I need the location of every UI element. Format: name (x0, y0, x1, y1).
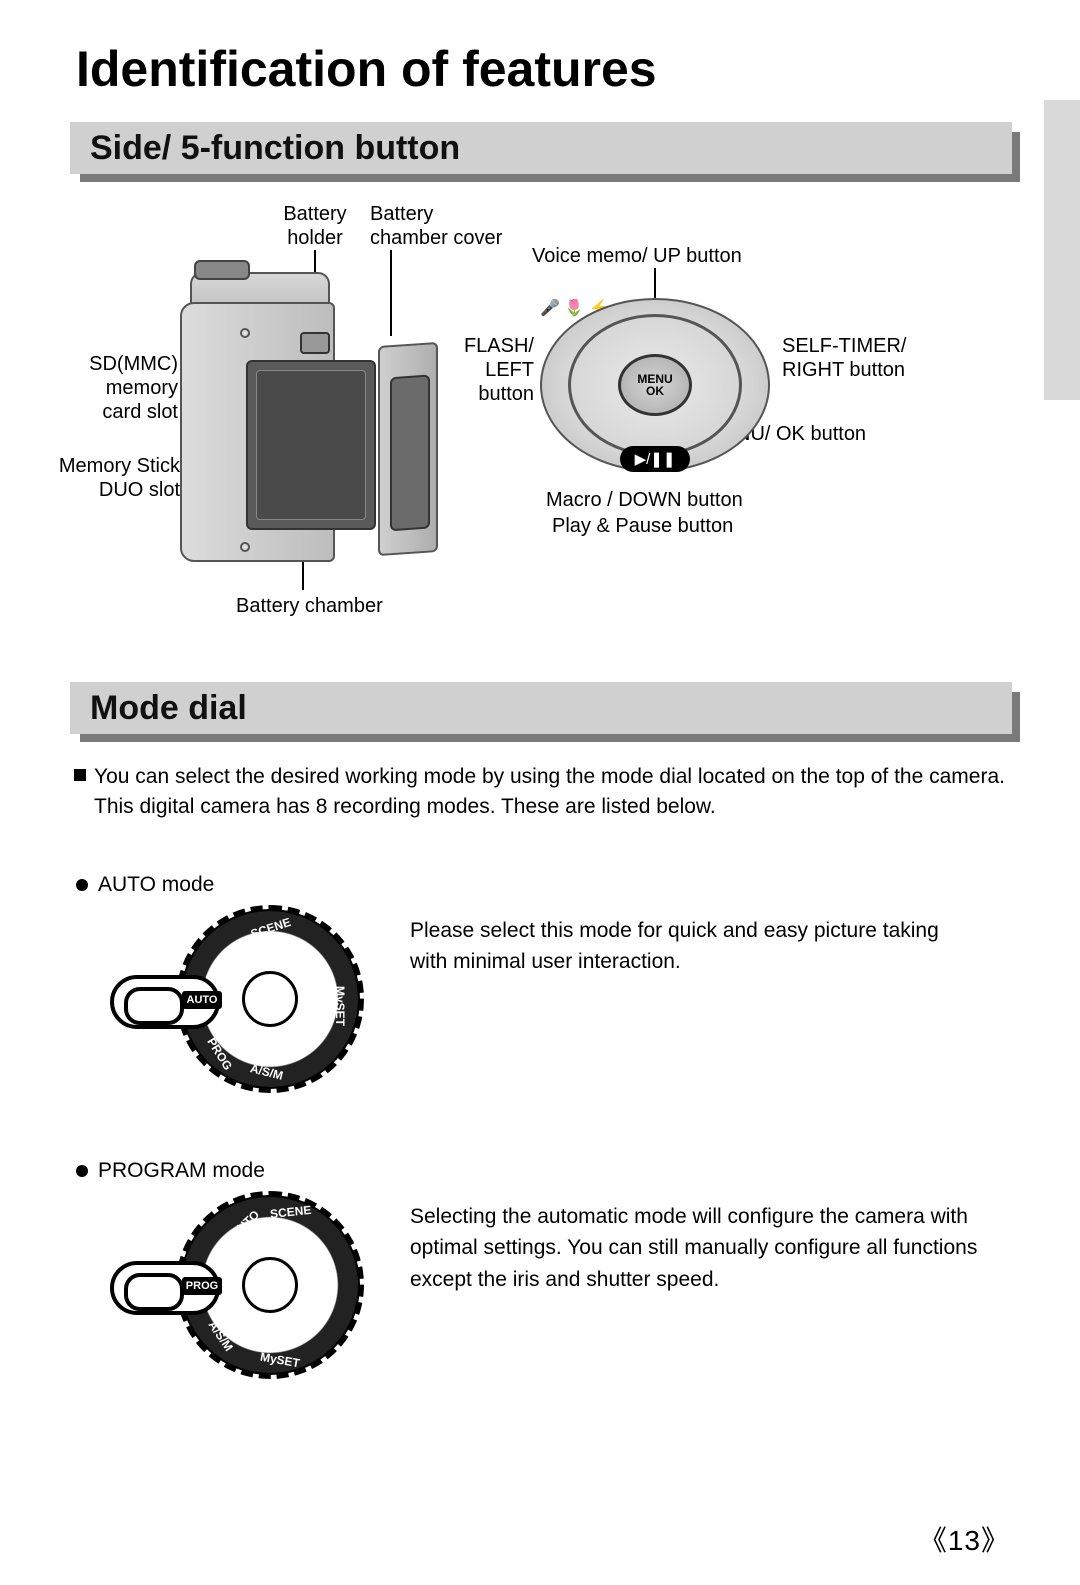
dial-pointer-label: AUTO (182, 991, 222, 1009)
label-voice-memo-up: Voice memo/ UP button (532, 244, 742, 268)
dial-text: MySET (333, 986, 347, 1026)
menu-ok-button-graphic: MENU OK (618, 354, 692, 416)
round-bullet-icon (76, 1165, 88, 1177)
label-macro-down: Macro / DOWN button (546, 488, 743, 512)
mode-dial-intro: You can select the desired working mode … (74, 762, 1016, 823)
diagram-side-and-pad: Battery holder Battery chamber cover SD(… (70, 202, 1020, 682)
section-title: Side/ 5-function button (90, 129, 460, 168)
dial-pointer-label: PROG (182, 1277, 222, 1295)
mode-auto-block: AUTO mode AUTO SCENE MySET A/S/M PROG Pl… (70, 873, 1020, 1099)
manual-page: Identification of features Side/ 5-funct… (0, 0, 1080, 1585)
right-side-tab (1044, 100, 1080, 400)
label-self-timer-right: SELF-TIMER/ RIGHT button (782, 334, 952, 382)
play-pause-icon: ▶/❚❚ (620, 446, 690, 472)
square-bullet-icon (74, 769, 86, 781)
label-flash-left: FLASH/ LEFT button (452, 334, 534, 406)
label-battery-chamber-cover: Battery chamber cover (370, 202, 540, 250)
camera-side-illustration (180, 272, 430, 582)
round-bullet-icon (76, 879, 88, 891)
mode-description: Selecting the automatic mode will config… (410, 1195, 980, 1296)
page-number: 《13》 (919, 1519, 1010, 1559)
intro-text: You can select the desired working mode … (94, 762, 1016, 823)
pad-center-line2: OK (646, 385, 664, 397)
page-title: Identification of features (76, 40, 1020, 98)
label-sd-mmc-slot: SD(MMC) memory card slot (58, 352, 178, 424)
label-battery-holder: Battery holder (260, 202, 370, 250)
mode-description: Please select this mode for quick and ea… (410, 909, 980, 978)
flower-macro-icon: 🌷 (564, 300, 584, 317)
mode-dial-illustration-auto: AUTO SCENE MySET A/S/M PROG (110, 909, 370, 1099)
mic-icon: 🎤 (540, 300, 560, 317)
mode-name: AUTO mode (98, 873, 214, 897)
label-memory-stick-duo: Memory Stick DUO slot (50, 454, 180, 502)
mode-program-block: PROGRAM mode PROG AUTO SCENE MySET A/S/M… (70, 1159, 1020, 1385)
section-header-mode-dial: Mode dial (70, 682, 1020, 742)
label-play-pause: Play & Pause button (552, 514, 733, 538)
mode-dial-illustration-program: PROG AUTO SCENE MySET A/S/M (110, 1195, 370, 1385)
section-title: Mode dial (90, 689, 247, 728)
label-battery-chamber: Battery chamber (236, 594, 383, 618)
section-header-side-5function: Side/ 5-function button (70, 122, 1020, 182)
mode-name: PROGRAM mode (98, 1159, 265, 1183)
